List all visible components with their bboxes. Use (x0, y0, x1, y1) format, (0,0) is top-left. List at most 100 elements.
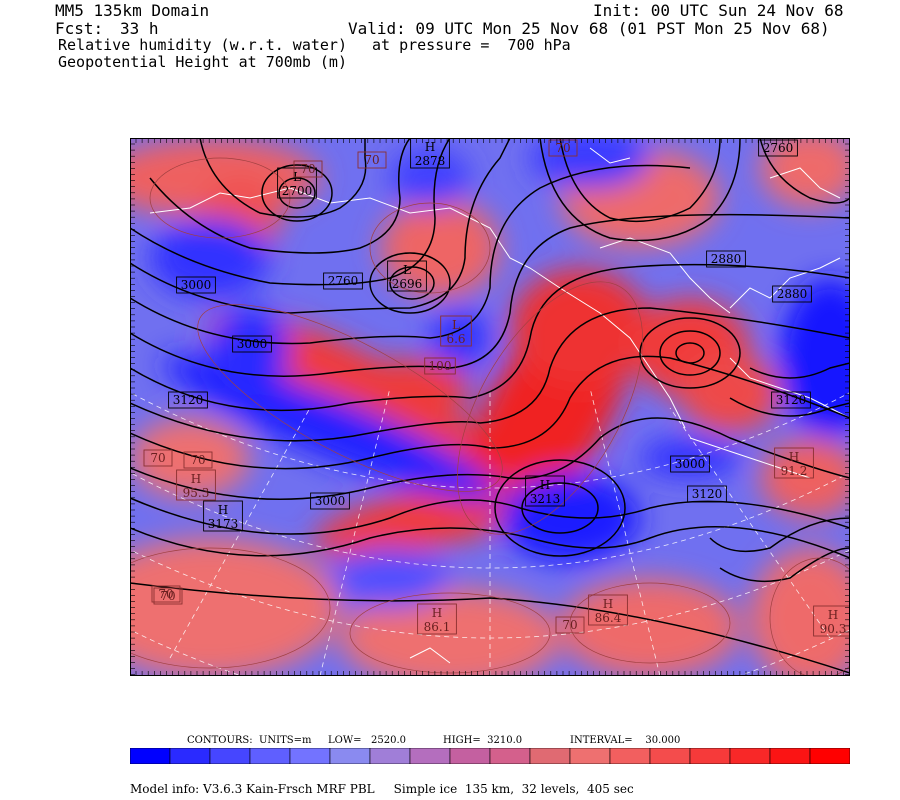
label-value: 3000 (315, 494, 346, 508)
colorbar-swatch (169, 748, 211, 764)
low-label: L6.6 (440, 315, 472, 347)
contour-label: 2880 (706, 250, 746, 268)
contour-label: 3000 (670, 455, 710, 473)
contour-label: 70 (357, 151, 387, 169)
contour-label: 3000 (232, 335, 272, 353)
contour-label: 70 (183, 451, 213, 469)
label-value: 70 (562, 618, 577, 632)
label-letter: H (432, 606, 442, 620)
contour-label: 3120 (687, 485, 727, 503)
label-value: 2696 (392, 277, 423, 291)
colorbar-swatch (449, 748, 491, 764)
label-letter: H (828, 608, 838, 622)
label-value: 70 (160, 589, 175, 603)
high-label: H95.3 (176, 469, 216, 501)
label-value: 3173 (208, 517, 239, 531)
label-value: 6.6 (446, 332, 465, 346)
colorbar-swatch (809, 748, 850, 764)
high-label: H86.1 (417, 603, 457, 635)
label-value: 2880 (777, 287, 808, 301)
latlon-grid (130, 387, 850, 676)
colorbar-swatch (769, 748, 811, 764)
label-value: 70 (555, 141, 570, 155)
contour-label: 3000 (176, 276, 216, 294)
colorbar-swatch (569, 748, 611, 764)
model-info: Model info: V3.6.3 Kain-Frsch MRF PBL Si… (130, 782, 634, 796)
label-value: 3000 (675, 457, 706, 471)
colorbar-swatch (369, 748, 411, 764)
label-letter: H (218, 503, 228, 517)
colorbar-swatch (289, 748, 331, 764)
contour-label: 70 (293, 160, 323, 178)
contour-label: 70 (555, 616, 585, 634)
contour-label: 70 (151, 585, 181, 603)
colorbar-swatch (689, 748, 731, 764)
colorbar-swatch (130, 748, 171, 764)
colorbar-swatch (329, 748, 371, 764)
colorbar-swatch (649, 748, 691, 764)
label-value: 86.4 (595, 611, 622, 625)
label-letter: L (403, 263, 411, 277)
label-value: 2878 (415, 154, 446, 168)
humidity-contours (130, 157, 850, 676)
label-value: 3120 (776, 393, 807, 407)
colorbar-swatch (729, 748, 771, 764)
contour-interval: INTERVAL= 30.000 (570, 735, 681, 746)
forecast-hour: 33 h (120, 19, 159, 38)
contour-label: 3000 (310, 492, 350, 510)
height-contours (130, 138, 850, 674)
label-value: 70 (300, 162, 315, 176)
contour-label: 3120 (771, 391, 811, 409)
label-value: 100 (429, 359, 452, 373)
init-time: Init: 00 UTC Sun 24 Nov 68 (593, 1, 844, 20)
contour-label: 3120 (168, 391, 208, 409)
label-letter: H (191, 472, 201, 486)
domain-title: MM5 135km Domain (55, 1, 210, 20)
contour-high: HIGH= 3210.0 (443, 735, 523, 746)
contour-label: 2760 (323, 272, 363, 290)
contour-label: 100 (424, 357, 456, 375)
label-letter: H (789, 450, 799, 464)
label-value: 3000 (181, 278, 212, 292)
label-value: 2760 (763, 141, 794, 155)
high-label: H90.3 (813, 605, 850, 637)
label-value: 90.3 (820, 622, 847, 636)
label-letter: L (452, 318, 460, 332)
colorbar-swatch (209, 748, 251, 764)
contour-label: 70 (153, 587, 183, 605)
label-value: 86.1 (424, 620, 451, 634)
label-letter: H (425, 140, 435, 154)
forecast-label: Fcst: (55, 19, 104, 38)
label-value: 70 (150, 451, 165, 465)
label-value: 2760 (328, 274, 359, 288)
label-letter: H (540, 478, 550, 492)
high-label: H91.2 (774, 447, 814, 479)
pressure-level: at pressure = 700 hPa (372, 36, 571, 54)
field-relative-humidity: Relative humidity (w.r.t. water) (58, 36, 347, 54)
colorbar-swatch (249, 748, 291, 764)
field-geopotential-height: Geopotential Height at 700mb (m) (58, 53, 347, 71)
label-value: 3120 (692, 487, 723, 501)
label-value: 70 (190, 453, 205, 467)
contour-low: LOW= 2520.0 (328, 735, 407, 746)
contour-units: CONTOURS: UNITS=m (187, 735, 312, 746)
label-value: 3120 (173, 393, 204, 407)
label-value: 70 (364, 153, 379, 167)
colorbar-swatch (529, 748, 571, 764)
label-value: 3213 (530, 492, 561, 506)
valid-time: Valid: 09 UTC Mon 25 Nov 68 (01 PST Mon … (348, 19, 830, 38)
colorbar-swatch (489, 748, 531, 764)
label-letter: H (603, 597, 613, 611)
label-value: 70 (158, 587, 173, 601)
label-value: 2700 (282, 184, 313, 198)
label-value: 91.2 (781, 464, 808, 478)
high-label: H86.4 (588, 594, 628, 626)
contour-label: 2760 (758, 139, 798, 157)
label-value: 2880 (711, 252, 742, 266)
map-frame (130, 138, 850, 676)
colorbar-swatch (409, 748, 451, 764)
